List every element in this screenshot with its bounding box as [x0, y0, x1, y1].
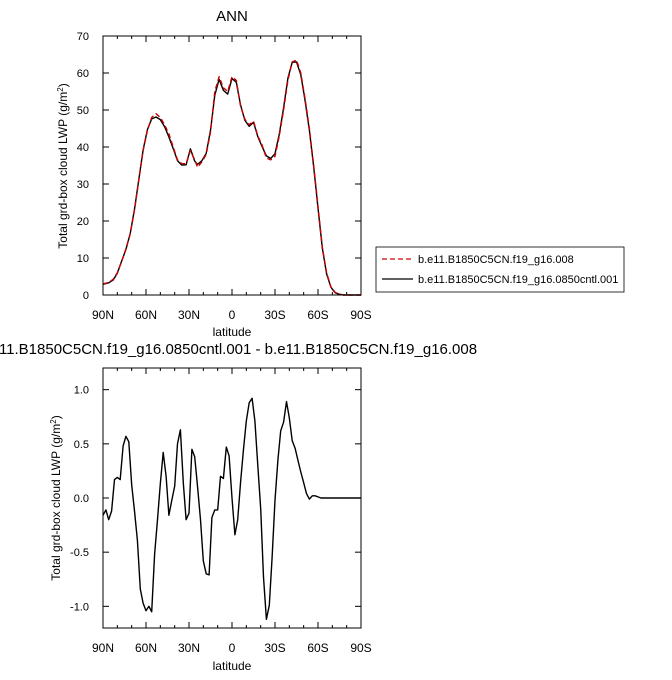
top-ytick-label: 70: [77, 31, 89, 43]
bottom-xtick-label: 30S: [264, 641, 285, 655]
legend: b.e11.B1850C5CN.f19_g16.008 b.e11.B1850C…: [375, 246, 625, 293]
top-xtick-label: 60S: [307, 308, 328, 322]
top-x-axis-label: latitude: [213, 325, 252, 339]
top-xtick-label: 90N: [92, 308, 114, 322]
top-xtick-label: 30N: [178, 308, 200, 322]
bottom-xtick-label: 0: [229, 641, 236, 655]
top-series-line-1: [102, 61, 361, 296]
top-xtick-label: 90S: [350, 308, 371, 322]
bottom-ytick-label: 0.0: [74, 493, 89, 505]
bottom-xtick-label: 30N: [178, 641, 200, 655]
bottom-ytick-label: 1.0: [74, 385, 89, 397]
top-ytick-label: 0: [83, 290, 89, 302]
bottom-ytick-label: -0.5: [70, 547, 89, 559]
bottom-y-axis-label: Total grd-box cloud LWP (g/m2): [49, 415, 63, 580]
top-xtick-label: 60N: [135, 308, 157, 322]
top-ytick-label: 20: [77, 216, 89, 228]
legend-box: [375, 246, 625, 293]
bottom-plot-frame: [102, 367, 362, 629]
bottom-xtick-label: 60S: [307, 641, 328, 655]
top-xtick-label: 0: [229, 308, 236, 322]
bottom-x-axis-label: latitude: [213, 659, 252, 673]
top-panel: ANN 90N 60N 30N 0 30S 60S 90S 0 10 20 30 40 50 60 70 l…: [56, 8, 372, 339]
legend-entry-series-1: b.e11.B1850C5CN.f19_g16.008: [418, 254, 574, 266]
top-ytick-label: 60: [77, 68, 89, 80]
top-ytick-label: 30: [77, 179, 89, 191]
bottom-ytick-label: -1.0: [70, 601, 89, 613]
top-y-axis-label: Total grd-box cloud LWP (g/m2): [56, 83, 70, 248]
top-ytick-label: 40: [77, 142, 89, 154]
bottom-panel: 11.B1850C5CN.f19_g16.0850cntl.001 - b.e1…: [0, 341, 477, 673]
top-chart-title: ANN: [216, 8, 248, 25]
top-plot-frame: [102, 35, 362, 296]
top-series-line-2: [102, 59, 361, 296]
bottom-ytick-label: 0.5: [74, 439, 89, 451]
bottom-xtick-label: 60N: [135, 641, 157, 655]
top-ytick-label: 50: [77, 105, 89, 117]
top-ytick-label: 10: [77, 253, 89, 265]
bottom-series-line-1: [102, 397, 361, 620]
bottom-xtick-label: 90S: [350, 641, 371, 655]
legend-entry-series-2: b.e11.B1850C5CN.f19_g16.0850cntl.001: [418, 274, 618, 286]
bottom-xtick-label: 90N: [92, 641, 114, 655]
bottom-chart-title: 11.B1850C5CN.f19_g16.0850cntl.001 - b.e1…: [0, 341, 477, 358]
top-xtick-label: 30S: [264, 308, 285, 322]
